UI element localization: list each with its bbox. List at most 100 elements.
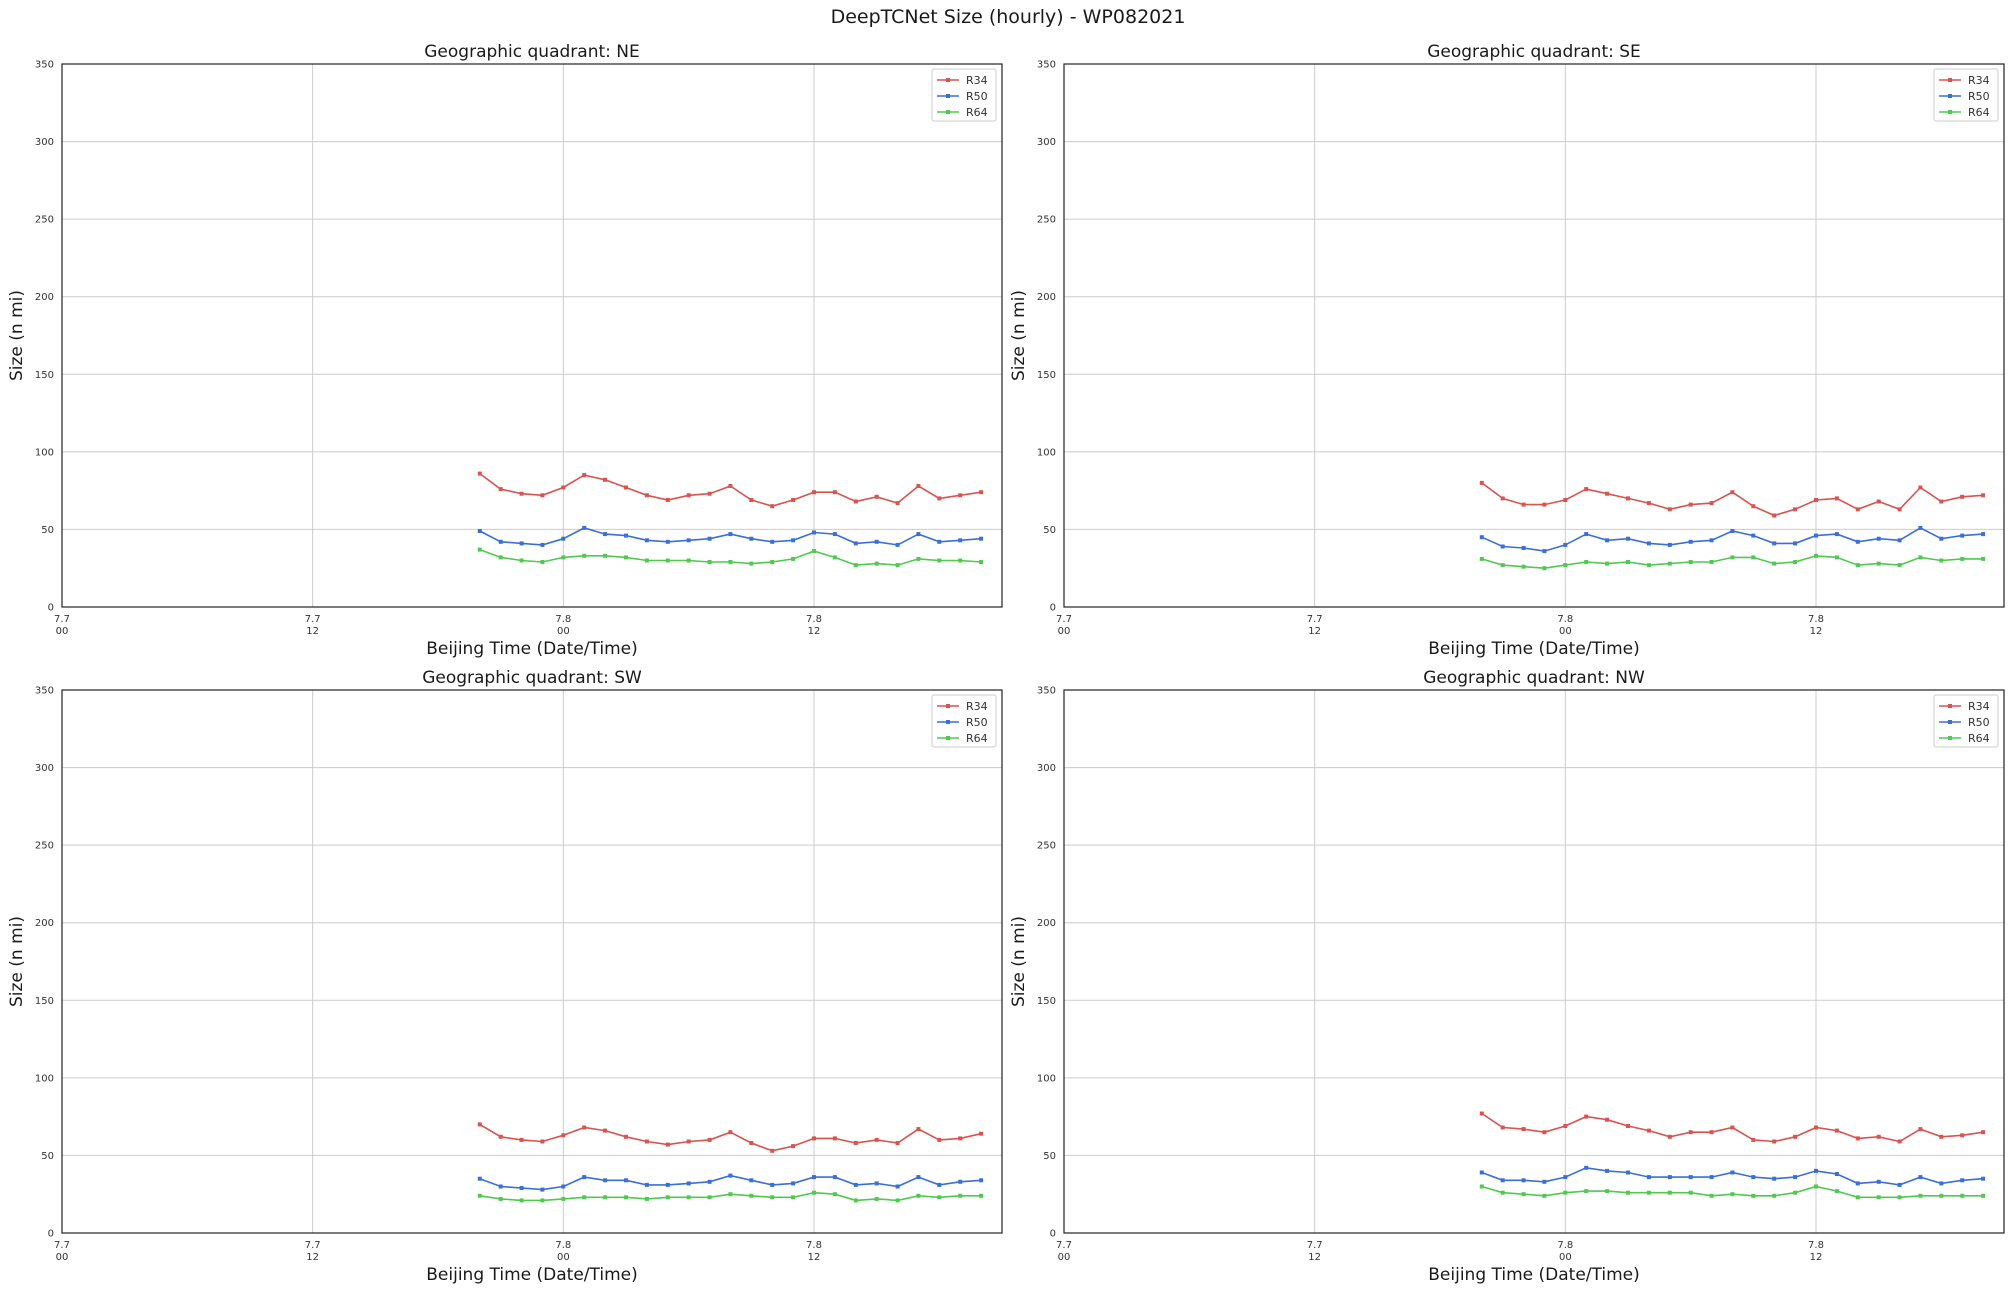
data-point-r50: [1814, 533, 1818, 538]
legend-marker-r64: [946, 110, 950, 114]
data-point-r34: [1981, 1130, 1986, 1135]
y-tick-label: 100: [1037, 1073, 1056, 1084]
data-point-r64: [582, 1195, 587, 1200]
data-point-r50: [770, 1182, 775, 1187]
data-point-r50: [582, 525, 587, 530]
x-tick-date: 7.8: [1557, 1240, 1573, 1251]
y-tick-label: 150: [1037, 996, 1056, 1007]
data-point-r64: [1855, 563, 1860, 568]
data-point-r50: [958, 1179, 963, 1184]
series-line-r34: [479, 472, 982, 508]
data-point-r64: [1563, 563, 1568, 568]
chart-panel-sw: Geographic quadrant: SW 0 50 100 150 200 250 30…: [0, 662, 1003, 1292]
data-point-r50: [665, 1182, 670, 1187]
data-point-r64: [1814, 1184, 1818, 1189]
data-point-r50: [1918, 525, 1923, 530]
data-point-r50: [1814, 1168, 1818, 1173]
data-point-r34: [1605, 491, 1610, 496]
data-point-r50: [1563, 542, 1568, 547]
data-point-r64: [812, 1190, 816, 1195]
chart-title: Geographic quadrant: SW: [422, 668, 642, 688]
data-point-r64: [853, 1198, 858, 1203]
y-tick-label: 50: [41, 525, 54, 536]
data-point-r34: [1667, 1134, 1672, 1139]
data-point-r64: [791, 1195, 796, 1200]
x-axis-label: Beijing Time (Date/Time): [1428, 639, 1640, 659]
legend-label-r64: R64: [966, 732, 988, 745]
data-point-r64: [1730, 1192, 1735, 1197]
legend-marker-r50: [946, 720, 950, 724]
data-point-r34: [916, 484, 921, 488]
data-point-r50: [1542, 549, 1547, 554]
data-point-r34: [958, 1136, 963, 1141]
data-point-r64: [519, 558, 524, 563]
data-point-r50: [1834, 1172, 1839, 1176]
x-tick-time: 12: [808, 1252, 821, 1263]
chart-svg-nw: Geographic quadrant: NW 0 50 100 150 200 250 30…: [1009, 668, 2005, 1285]
x-tick-date: 7.8: [806, 614, 822, 625]
y-tick-label: 250: [35, 841, 54, 852]
data-point-r50: [1626, 536, 1630, 541]
x-tick-time: 00: [557, 626, 570, 637]
data-point-r34: [1960, 1133, 1965, 1138]
data-point-r64: [749, 561, 754, 566]
x-tick-time: 00: [56, 1252, 69, 1263]
y-tick-label: 350: [35, 686, 54, 697]
data-point-r34: [1521, 502, 1526, 507]
data-point-r34: [1855, 1136, 1860, 1141]
x-tick-date: 7.8: [1808, 1240, 1824, 1251]
legend-label-r50: R50: [966, 716, 988, 729]
x-tick-time: 00: [557, 1252, 570, 1263]
data-point-r34: [1751, 504, 1756, 509]
data-point-r64: [1605, 561, 1610, 566]
data-point-r50: [958, 538, 963, 543]
data-point-r34: [1793, 507, 1798, 512]
data-point-r50: [895, 1184, 900, 1189]
data-point-r50: [916, 1175, 921, 1180]
y-tick-label: 150: [35, 370, 54, 381]
plot-frame: [61, 63, 1003, 608]
data-point-r50: [624, 1178, 628, 1183]
data-point-r64: [1709, 560, 1714, 564]
data-point-r34: [477, 471, 482, 476]
data-point-r34: [812, 1136, 816, 1141]
legend-label-r34: R34: [1968, 700, 1990, 713]
data-point-r34: [1605, 1117, 1610, 1122]
data-point-r50: [1960, 533, 1965, 538]
data-point-r34: [561, 485, 566, 490]
data-point-r34: [1834, 1128, 1839, 1133]
x-tick-time: 12: [1810, 626, 1823, 637]
data-point-r64: [937, 1195, 942, 1200]
data-point-r34: [979, 1131, 984, 1136]
y-tick-label: 50: [41, 1151, 54, 1162]
data-point-r64: [707, 560, 712, 564]
data-point-r50: [540, 542, 545, 547]
data-point-r64: [979, 560, 984, 564]
data-point-r64: [644, 558, 649, 563]
x-tick-time: 12: [1810, 1252, 1823, 1263]
data-point-r50: [707, 1179, 712, 1184]
data-point-r50: [853, 541, 858, 546]
data-point-r50: [519, 1186, 524, 1190]
data-point-r50: [582, 1175, 587, 1180]
data-point-r50: [1897, 538, 1902, 543]
figure-title: DeepTCNet Size (hourly) - WP082021: [830, 6, 1186, 28]
data-point-r50: [686, 538, 691, 543]
data-point-r34: [603, 1128, 608, 1133]
data-point-r50: [477, 529, 482, 533]
x-tick-time: 00: [1058, 1252, 1071, 1263]
x-tick-time: 00: [1559, 626, 1572, 637]
data-point-r50: [1584, 532, 1589, 537]
data-point-r64: [1855, 1195, 1860, 1200]
data-point-r34: [791, 498, 796, 502]
data-point-r34: [624, 1134, 628, 1139]
y-tick-label: 350: [1037, 60, 1056, 71]
data-point-r34: [791, 1144, 796, 1149]
data-point-r34: [916, 1127, 921, 1132]
data-point-r64: [1814, 553, 1818, 558]
data-point-r64: [644, 1196, 649, 1201]
data-point-r50: [644, 1182, 649, 1187]
data-point-r34: [1479, 1111, 1484, 1116]
data-point-r34: [1939, 1134, 1944, 1139]
chart-svg-sw: Geographic quadrant: SW 0 50 100 150 200 250 30…: [7, 668, 1003, 1285]
